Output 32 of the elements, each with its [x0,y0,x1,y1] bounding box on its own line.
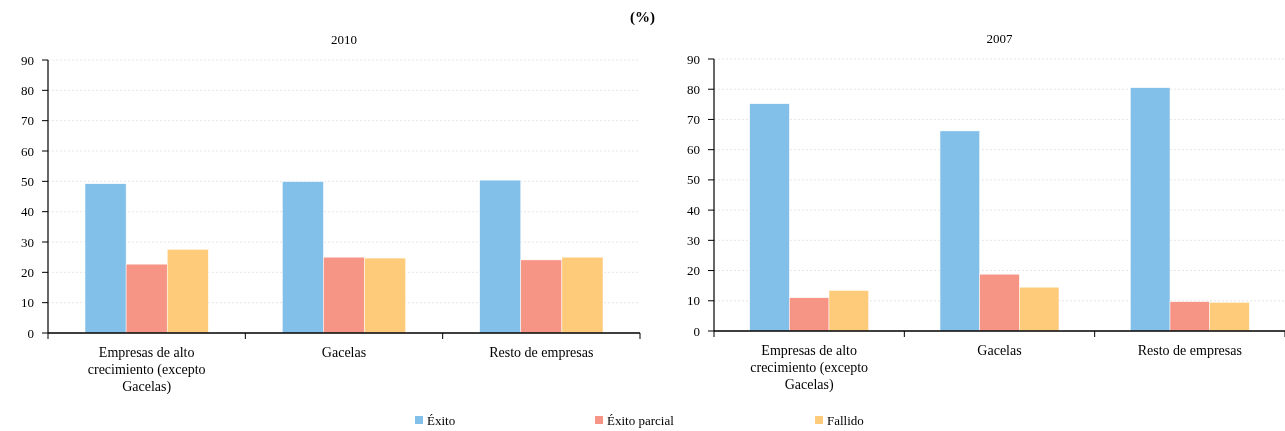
y-tick-label: 40 [21,204,34,220]
legend-label: Fallido [827,413,864,428]
y-tick-label: 60 [21,143,34,159]
x-tick-label: Resto de empresas [1137,343,1242,358]
text: (%) [630,9,655,26]
x-tick-label: Resto de empresas [489,345,594,360]
x-tick-label: Empresas de alto crecimiento (excepto Gacelas) [750,343,869,393]
legend-label: Éxito parcial [607,413,675,428]
legend-label: Éxito [427,413,456,428]
x-tick-label: Gacelas [321,345,367,360]
x-tick-label: Gacelas [977,343,1022,358]
y-tick-label: 50 [21,173,34,189]
y-tick-label: 60 [687,142,700,158]
y-tick-label: 20 [687,263,700,279]
y-tick-label: 10 [21,295,34,311]
chart-title: 2007 [986,31,1013,46]
y-tick-label: 0 [693,323,700,339]
y-tick-label: 90 [687,51,700,67]
y-tick-label: 40 [687,202,700,218]
y-tick-label: 10 [687,293,700,309]
y-tick-label: 30 [687,232,700,248]
y-tick-label: 30 [21,234,34,250]
y-tick-label: 0 [27,325,34,341]
y-tick-label: 80 [21,82,34,98]
y-tick-label: 90 [21,52,34,68]
y-tick-label: 70 [687,111,700,127]
y-tick-label: 80 [687,81,700,97]
y-tick-label: 20 [21,264,34,280]
y-tick-label: 50 [687,172,700,188]
chart-title: 2010 [331,32,357,47]
y-tick-label: 70 [21,113,34,129]
x-tick-label: Empresas de alto crecimiento (excepto Gacelas) [87,345,206,395]
